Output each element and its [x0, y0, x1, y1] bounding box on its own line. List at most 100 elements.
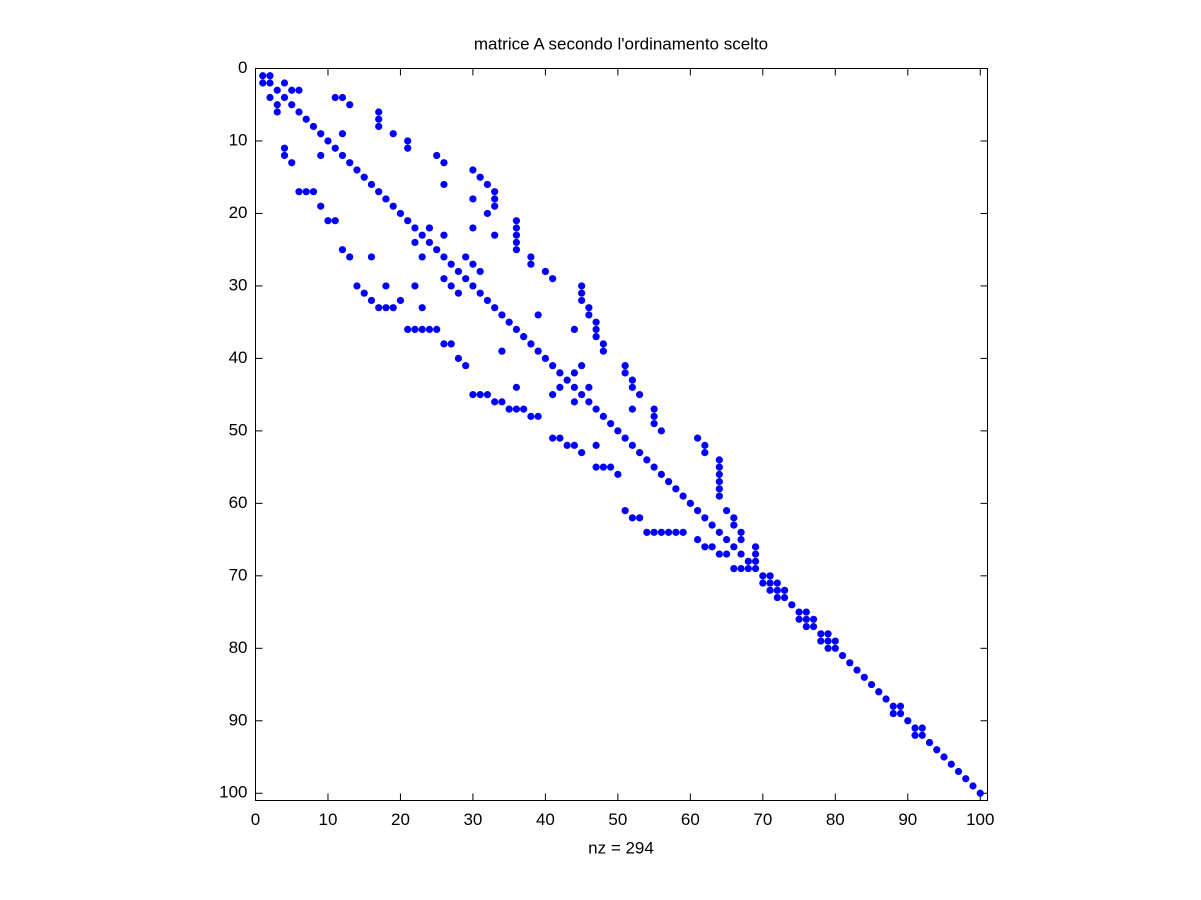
nonzero-point [628, 376, 636, 384]
nonzero-point [317, 151, 325, 160]
nonzero-point [353, 282, 361, 290]
nonzero-point [491, 231, 499, 239]
nonzero-point [701, 449, 709, 457]
nonzero-point [773, 586, 781, 594]
nonzero-point [650, 412, 658, 420]
nonzero-point [665, 478, 673, 486]
nonzero-point [650, 420, 658, 428]
nonzero-point [904, 717, 912, 725]
nonzero-point [918, 731, 926, 739]
nonzero-point [628, 441, 636, 449]
y-tick-label: 30 [229, 275, 248, 294]
nonzero-point [367, 296, 376, 305]
nonzero-point [338, 151, 347, 160]
nonzero-point [476, 289, 484, 297]
nonzero-point [288, 101, 296, 109]
nonzero-point [440, 159, 448, 167]
x-tick-label: 40 [536, 810, 555, 829]
nonzero-point [809, 622, 818, 631]
nonzero-point [346, 101, 354, 109]
nonzero-point [592, 405, 600, 413]
nonzero-point [817, 630, 825, 638]
nonzero-point [882, 695, 890, 703]
nonzero-point [744, 557, 752, 565]
x-tick-label: 60 [681, 810, 700, 829]
nonzero-point [404, 325, 412, 334]
nonzero-point [259, 72, 267, 80]
nonzero-point [592, 463, 600, 471]
nonzero-point [549, 391, 557, 399]
nonzero-point [549, 434, 557, 442]
nonzero-point [940, 753, 948, 761]
nonzero-point [483, 296, 492, 305]
nonzero-point [628, 383, 636, 391]
nonzero-point [331, 144, 339, 152]
nonzero-point [715, 492, 723, 500]
nonzero-point [911, 731, 919, 739]
x-tick-label: 20 [391, 810, 410, 829]
x-tick-label: 30 [463, 810, 482, 829]
y-tick-label: 80 [229, 638, 248, 657]
nonzero-point [353, 166, 361, 174]
nonzero-point [918, 724, 926, 732]
nonzero-point [425, 325, 434, 334]
nonzero-point [440, 340, 448, 348]
nonzero-point [469, 391, 477, 399]
nonzero-point [585, 304, 593, 312]
nonzero-point [831, 644, 839, 652]
nonzero-point [636, 391, 644, 399]
nonzero-point [737, 528, 745, 536]
nonzero-point [512, 231, 521, 239]
nonzero-point [722, 535, 731, 544]
nonzero-point [266, 79, 274, 87]
nonzero-point [889, 702, 897, 710]
nonzero-point [578, 449, 586, 457]
nonzero-point [520, 405, 528, 413]
nonzero-point [476, 267, 484, 276]
nonzero-point [527, 253, 535, 261]
nonzero-point [418, 304, 426, 312]
nonzero-point [701, 441, 709, 449]
nonzero-point [505, 405, 513, 413]
nonzero-point [389, 304, 397, 312]
nonzero-point [715, 478, 723, 486]
nonzero-point [686, 499, 694, 507]
nonzero-point [570, 325, 578, 334]
nonzero-point [454, 289, 463, 297]
nonzero-point [375, 188, 383, 196]
nonzero-point [599, 463, 607, 471]
nonzero-point [592, 333, 600, 341]
nonzero-point [679, 492, 687, 500]
nonzero-point [578, 362, 586, 370]
nonzero-point [556, 369, 564, 377]
nonzero-point [491, 202, 499, 210]
nonzero-point [273, 101, 281, 109]
nonzero-point [491, 195, 499, 203]
nonzero-point [599, 340, 607, 348]
x-tick-label: 90 [898, 810, 917, 829]
nonzero-point [715, 528, 723, 536]
nonzero-point [259, 79, 267, 87]
nonzero-point [976, 789, 984, 797]
y-tick-label: 20 [229, 203, 248, 222]
nonzero-point [266, 93, 274, 102]
nonzero-point [824, 630, 832, 638]
nonzero-point [570, 383, 578, 391]
nonzero-point [737, 535, 745, 544]
nonzero-point [433, 151, 441, 160]
nonzero-point [585, 311, 593, 319]
nonzero-point [817, 637, 825, 645]
nonzero-point [411, 224, 419, 232]
nonzero-point [288, 86, 296, 94]
nonzero-point [338, 93, 347, 102]
nonzero-point [722, 506, 731, 515]
nonzero-point [665, 528, 673, 536]
nonzero-point [404, 137, 412, 145]
nonzero-point [476, 391, 484, 399]
nonzero-point [346, 253, 354, 261]
nonzero-point [512, 224, 521, 232]
nonzero-point [730, 521, 738, 529]
nonzero-point [505, 318, 513, 326]
nonzero-point [556, 434, 564, 442]
